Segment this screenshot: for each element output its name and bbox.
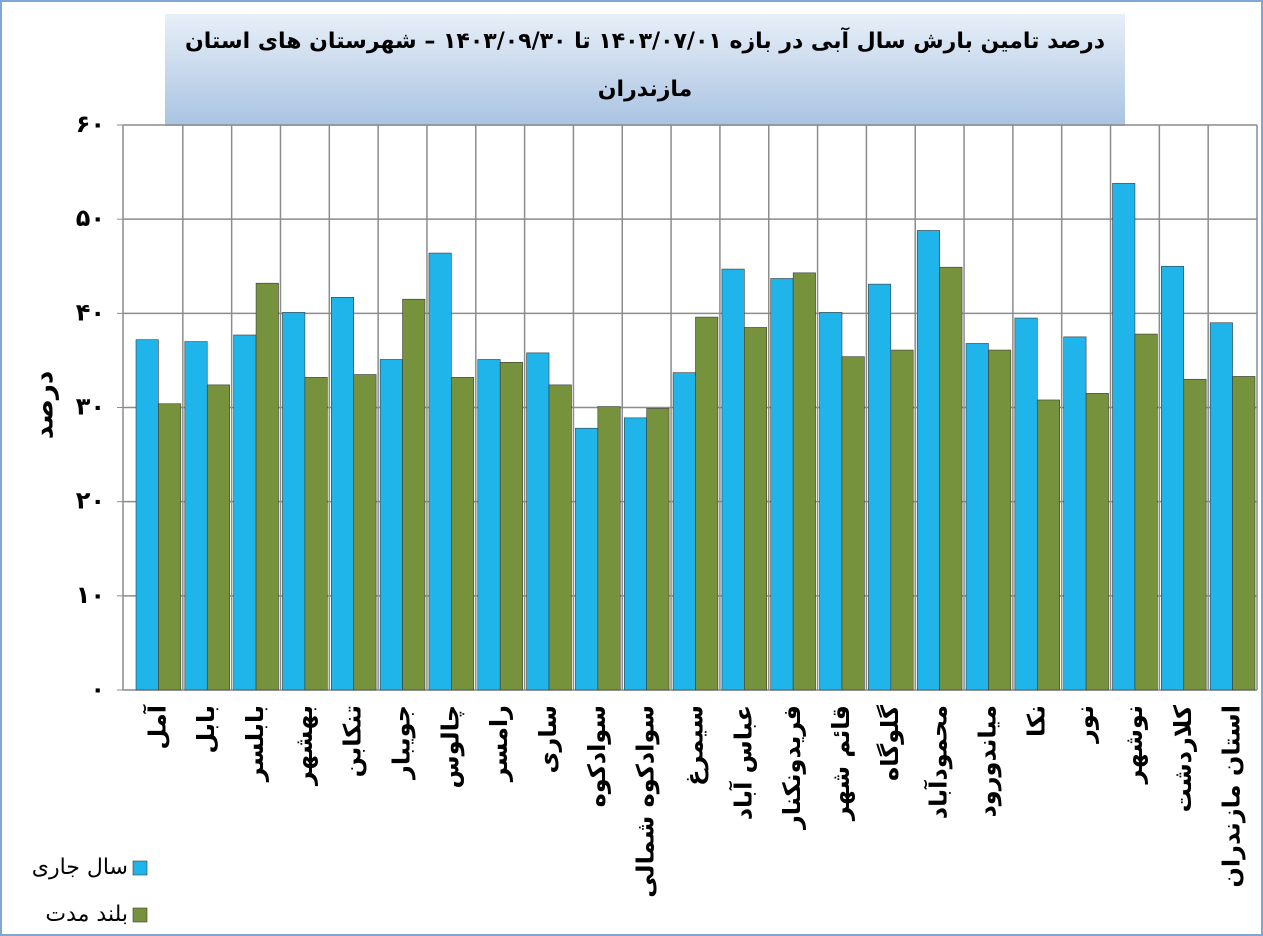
bar xyxy=(646,408,670,691)
bar xyxy=(1112,183,1136,691)
x-tick-label: نور xyxy=(1071,705,1099,744)
bar xyxy=(526,352,550,691)
legend-label: بلند مدت xyxy=(45,902,128,927)
bar xyxy=(792,272,816,691)
bar xyxy=(1161,265,1185,691)
bar xyxy=(451,377,475,691)
bar xyxy=(1183,378,1207,691)
bar xyxy=(353,374,377,691)
x-tick-label: آمل xyxy=(142,704,171,749)
y-tick-label: ۵۰ xyxy=(76,204,105,232)
x-tick-label: نکا xyxy=(1022,705,1050,737)
bar xyxy=(841,356,865,691)
legend-label: سال جاری xyxy=(32,855,128,880)
x-tick-label: چالوس xyxy=(436,705,464,788)
bar xyxy=(695,316,719,691)
bar xyxy=(233,334,257,691)
x-tick-label: محمودآباد xyxy=(924,705,953,819)
x-tick-label: سوادکوه شمالی xyxy=(632,705,660,898)
bar xyxy=(548,384,572,691)
bar xyxy=(672,372,696,691)
x-tick-label: ساری xyxy=(534,705,562,773)
bar xyxy=(721,268,745,691)
bar xyxy=(255,282,279,691)
bar xyxy=(1036,399,1060,691)
bar xyxy=(575,427,599,691)
x-tick-label: بابلسر xyxy=(241,705,269,782)
bar xyxy=(939,266,963,691)
bar xyxy=(623,417,647,691)
bar xyxy=(770,278,794,691)
bar xyxy=(1085,393,1109,691)
y-tick-label: ۳۰ xyxy=(76,393,105,421)
y-axis-label: درصد xyxy=(30,371,60,439)
bar xyxy=(379,359,403,691)
x-tick-label: میاندورود xyxy=(973,705,1001,818)
bar xyxy=(304,377,328,691)
legend-swatch xyxy=(132,860,148,876)
bar xyxy=(744,327,768,691)
bar xyxy=(402,298,426,691)
bar xyxy=(206,384,230,691)
legend-swatch xyxy=(132,907,148,923)
x-tick-label: سوادکوه xyxy=(583,705,611,807)
bar xyxy=(1014,317,1038,691)
bar xyxy=(1063,336,1087,691)
y-tick-label: ۴۰ xyxy=(76,298,105,326)
bar xyxy=(135,339,159,691)
x-tick-label: رامسر xyxy=(485,705,513,782)
title-box xyxy=(165,14,1125,126)
bar xyxy=(988,349,1012,691)
x-tick-label: عباس آباد xyxy=(728,705,757,820)
bar xyxy=(477,359,501,691)
x-tick-label: نوشهر xyxy=(1120,705,1148,784)
bar xyxy=(890,349,914,691)
bar xyxy=(184,341,208,691)
bar xyxy=(1134,333,1158,691)
bar xyxy=(1209,322,1233,691)
y-tick-label: ۱۰ xyxy=(76,581,105,609)
x-tick-label: کلاردشت xyxy=(1169,705,1197,812)
bar xyxy=(965,343,989,691)
bar xyxy=(282,312,306,691)
bar xyxy=(597,406,621,691)
x-tick-label: بابل xyxy=(192,705,220,753)
x-tick-label: جویبار xyxy=(388,705,416,780)
bar xyxy=(428,252,452,691)
x-tick-label: بهشهر xyxy=(290,705,318,786)
chart-title: درصد تامین بارش سال آبی در بازه ۱۴۰۳/۰۷/… xyxy=(184,29,1106,102)
x-tick-label: فریدونکنار xyxy=(778,705,806,830)
y-tick-label: ۰ xyxy=(90,675,105,703)
x-tick-label: گلوگاه xyxy=(876,705,904,781)
x-tick-label: استان مازندران xyxy=(1218,705,1246,888)
x-tick-label: سیمرغ xyxy=(681,705,709,786)
x-tick-label: تنکابن xyxy=(339,705,367,777)
bar xyxy=(868,283,892,691)
title-wrap: درصد تامین بارش سال آبی در بازه ۱۴۰۳/۰۷/… xyxy=(184,29,1106,102)
bar xyxy=(158,403,182,691)
bar xyxy=(916,230,940,691)
y-tick-label: ۶۰ xyxy=(76,110,105,138)
y-tick-label: ۲۰ xyxy=(76,487,105,515)
bar xyxy=(499,361,523,691)
bar xyxy=(819,312,843,691)
x-tick-label: قائم شهر xyxy=(827,705,855,821)
bar xyxy=(1232,376,1256,691)
bar xyxy=(331,297,355,691)
